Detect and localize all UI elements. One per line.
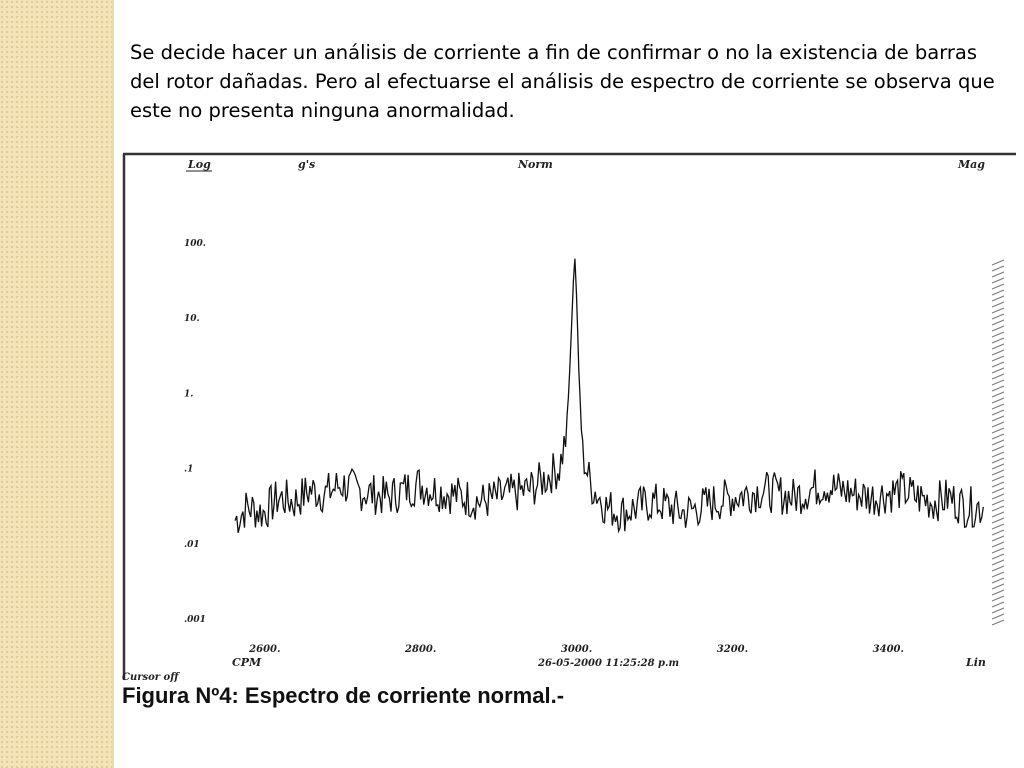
header-mode: Norm <box>517 158 553 171</box>
hatch-line <box>991 373 1005 380</box>
x-tick-label: 3000. <box>561 644 592 655</box>
hatch-line <box>991 559 1005 566</box>
hatch-line <box>991 325 1005 332</box>
header-display: Mag <box>957 158 985 171</box>
hatch-line <box>991 457 1005 464</box>
hatch-line <box>991 277 1005 284</box>
figure-caption: Figura Nº4: Espectro de corriente normal… <box>122 683 565 708</box>
cursor-status: Cursor off <box>122 672 180 683</box>
y-tick-label: .01 <box>184 540 200 550</box>
hatch-line <box>991 433 1005 440</box>
hatch-line <box>991 517 1005 524</box>
hatch-line <box>991 481 1005 488</box>
hatch-line <box>991 619 1005 626</box>
x-tick-label: 3200. <box>717 644 748 655</box>
y-tick-labels: 100. 10. 1. .1 .01 .001 <box>184 239 206 625</box>
header-scale-mode: Log <box>187 158 211 171</box>
hatch-line <box>991 577 1005 584</box>
hatch-line <box>991 295 1005 302</box>
y-tick-label: 10. <box>184 314 200 324</box>
hatch-line <box>991 535 1005 542</box>
hatch-line <box>991 421 1005 428</box>
hatch-line <box>991 487 1005 494</box>
hatch-line <box>991 475 1005 482</box>
hatch-line <box>991 271 1005 278</box>
hatch-line <box>991 349 1005 356</box>
hatch-line <box>991 397 1005 404</box>
hatch-line <box>991 613 1005 620</box>
y-tick-label: .1 <box>184 465 193 475</box>
hatch-line <box>991 259 1005 266</box>
hatch-line <box>991 427 1005 434</box>
hatch-line <box>991 307 1005 314</box>
hatch-line <box>991 367 1005 374</box>
hatch-line <box>991 541 1005 548</box>
hatch-line <box>991 583 1005 590</box>
hatch-line <box>991 463 1005 470</box>
hatch-line <box>991 499 1005 506</box>
header-units: g's <box>298 158 315 171</box>
x-tick-label: 2800. <box>404 644 436 655</box>
x-axis-label: CPM <box>232 656 262 669</box>
hatch-line <box>991 415 1005 422</box>
hatch-line <box>991 601 1005 608</box>
hatch-line <box>991 379 1005 386</box>
hatch-line <box>991 301 1005 308</box>
spectrum-figure: Log g's Norm Mag 100. 10. 1. .1 .01 .001 2600… <box>120 150 1020 690</box>
x-scale-label: Lin <box>965 656 986 669</box>
current-spectrum-chart: Log g's Norm Mag 100. 10. 1. .1 .01 .001 2600… <box>122 152 1016 683</box>
hatch-line <box>991 289 1005 296</box>
hatch-line <box>991 595 1005 602</box>
hatch-line <box>991 313 1005 320</box>
hatch-line <box>991 469 1005 476</box>
hatch-line <box>991 355 1005 362</box>
hatch-line <box>991 589 1005 596</box>
hatch-line <box>991 523 1005 530</box>
hatch-line <box>991 361 1005 368</box>
hatch-line <box>991 385 1005 392</box>
spectrum-trace <box>234 258 984 534</box>
timestamp: 26-05-2000 11:25:28 p.m <box>537 658 679 669</box>
y-tick-label: 1. <box>184 389 193 399</box>
y-tick-label: 100. <box>184 239 206 249</box>
hatch-line <box>991 565 1005 572</box>
hatch-line <box>991 331 1005 338</box>
hatch-line <box>991 439 1005 446</box>
x-tick-label: 2600. <box>248 644 280 655</box>
hatch-line <box>991 319 1005 326</box>
y-tick-label: .001 <box>184 615 206 625</box>
hatch-line <box>991 391 1005 398</box>
hatch-line <box>991 337 1005 344</box>
slide-paragraph: Se decide hacer un análisis de corriente… <box>130 41 995 122</box>
hatch-line <box>991 553 1005 560</box>
hatch-line <box>991 505 1005 512</box>
hatch-line <box>991 493 1005 500</box>
hatch-line <box>991 265 1005 272</box>
hatch-line <box>991 409 1005 416</box>
decorative-side-strip <box>0 0 114 768</box>
hatch-line <box>991 283 1005 290</box>
hatch-line <box>991 607 1005 614</box>
hatch-line <box>991 403 1005 410</box>
hatch-line <box>991 511 1005 518</box>
x-tick-label: 3400. <box>873 644 904 655</box>
x-tick-labels: 2600. 2800. 3000. 3200. 3400. <box>248 644 904 655</box>
hatch-line <box>991 451 1005 458</box>
hatch-line <box>991 343 1005 350</box>
hatch-line <box>991 547 1005 554</box>
hatch-line <box>991 529 1005 536</box>
hatch-line <box>991 445 1005 452</box>
right-edge-hatching <box>991 259 1005 626</box>
hatch-line <box>991 571 1005 578</box>
